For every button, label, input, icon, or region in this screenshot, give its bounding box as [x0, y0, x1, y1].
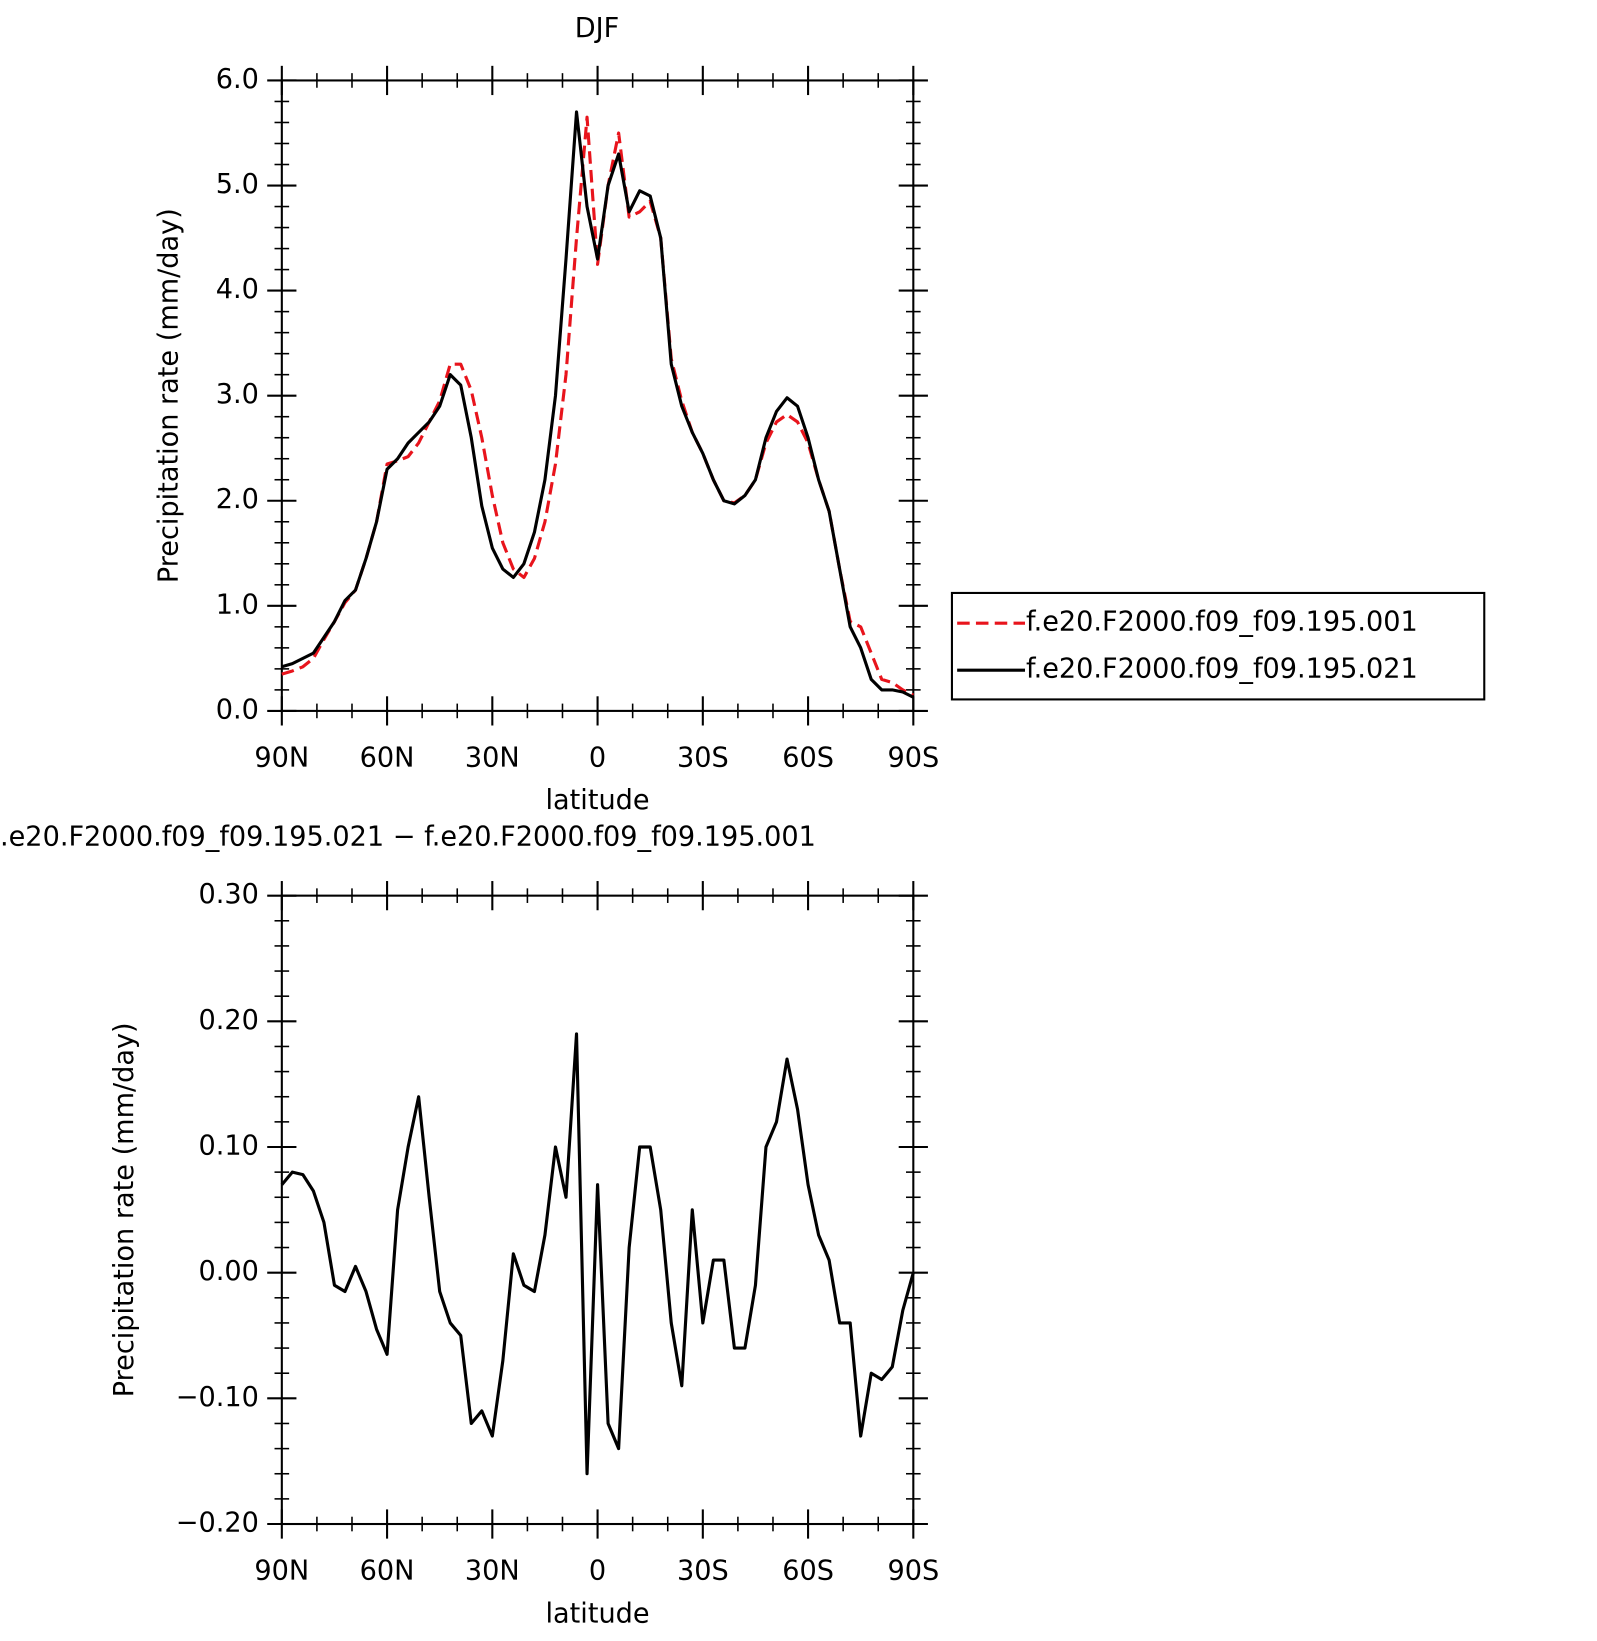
x-tick-label: 60S	[782, 1556, 834, 1587]
x-tick-label: 30S	[677, 742, 729, 773]
y-tick-label: −0.20	[176, 1508, 259, 1539]
y-tick-label: 0.30	[198, 879, 258, 910]
x-tick-label: 0	[589, 742, 606, 773]
plot-frame	[280, 79, 915, 712]
y-tick-label: 2.0	[216, 484, 259, 515]
x-tick-label: 0	[589, 1556, 606, 1587]
chart-title: .e20.F2000.f09_f09.195.021 − f.e20.F2000…	[0, 822, 816, 853]
y-tick-label: 1.0	[216, 589, 259, 620]
y-tick-label: 0.00	[198, 1256, 258, 1287]
y-axis-label: Precipitation rate (mm/day)	[109, 1022, 140, 1397]
y-tick-label: 3.0	[216, 379, 259, 410]
y-tick-label: 4.0	[216, 274, 259, 305]
y-axis-label: Precipitation rate (mm/day)	[154, 208, 185, 583]
x-tick-label: 30N	[465, 742, 520, 773]
legend-box	[950, 591, 1486, 701]
series-line	[281, 115, 915, 697]
x-axis-label: latitude	[546, 1598, 650, 1629]
y-tick-label: −0.10	[176, 1382, 259, 1413]
x-tick-label: 90S	[887, 1556, 939, 1587]
legend-label: f.e20.F2000.f09_f09.195.001	[1026, 607, 1418, 638]
series-line	[281, 110, 915, 699]
series-line	[280, 1032, 915, 1476]
y-tick-label: 5.0	[216, 169, 259, 200]
x-axis-label: latitude	[546, 785, 650, 816]
x-tick-label: 60N	[360, 742, 415, 773]
y-tick-label: 0.10	[198, 1130, 258, 1161]
y-tick-label: 0.20	[198, 1005, 258, 1036]
x-tick-label: 90N	[254, 1556, 309, 1587]
x-tick-label: 60S	[782, 742, 834, 773]
y-tick-label: 0.0	[216, 694, 259, 725]
y-tick-label: 6.0	[216, 64, 259, 95]
x-tick-label: 30S	[677, 1556, 729, 1587]
legend-label: f.e20.F2000.f09_f09.195.021	[1026, 654, 1418, 685]
x-tick-label: 90S	[887, 742, 939, 773]
x-tick-label: 30N	[465, 1556, 520, 1587]
chart-title: DJF	[575, 13, 620, 44]
x-tick-label: 90N	[254, 742, 309, 773]
x-tick-label: 60N	[360, 1556, 415, 1587]
